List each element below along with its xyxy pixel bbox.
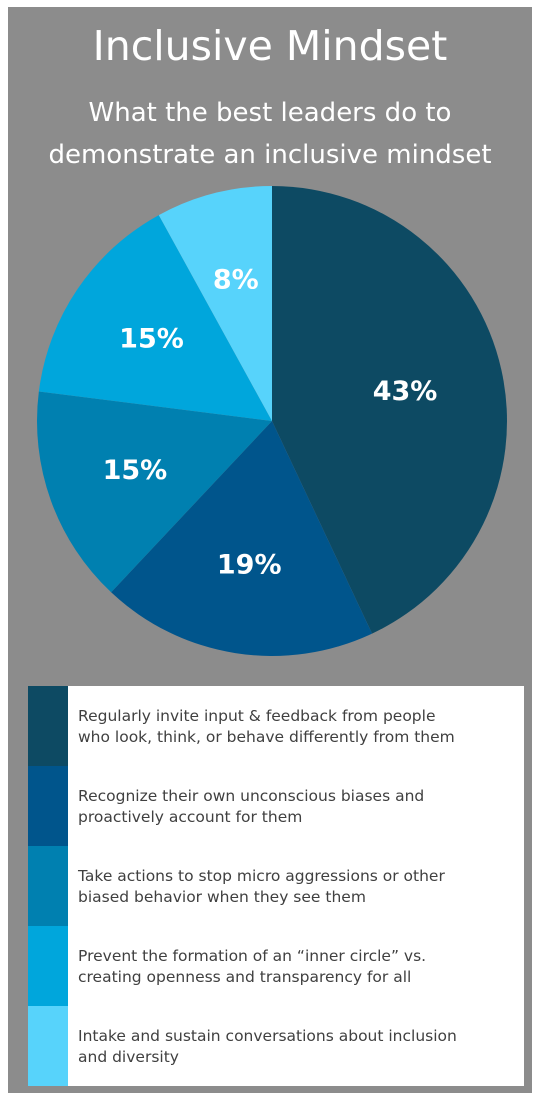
pie-slice (158, 186, 272, 421)
slice-label: 15% (103, 455, 168, 486)
pie-slice (38, 215, 273, 421)
legend-label: Regularly invite input & feedback from p… (78, 706, 518, 748)
legend-label-line: Recognize their own unconscious biases a… (78, 787, 425, 805)
legend-item: Take actions to stop micro aggressions o… (28, 846, 524, 926)
legend-label-line: creating openness and transparency for a… (78, 968, 412, 986)
pie-slice (36, 391, 272, 593)
legend-item: Intake and sustain conversations about i… (28, 1006, 524, 1086)
pie-slice (111, 421, 373, 656)
legend-swatch (28, 1006, 68, 1086)
legend-label-line: Regularly invite input & feedback from p… (78, 707, 436, 725)
legend-label-line: Take actions to stop micro aggressions o… (78, 867, 445, 885)
legend-swatch (28, 766, 68, 846)
slice-label: 8% (213, 264, 259, 295)
subtitle-line-2: demonstrate an inclusive mindset (48, 140, 492, 170)
slice-label: 43% (373, 376, 438, 407)
legend-label: Take actions to stop micro aggressions o… (78, 866, 518, 908)
legend-swatch (28, 926, 68, 1006)
legend-label: Prevent the formation of an “inner circl… (78, 946, 518, 988)
legend-label-line: biased behavior when they see them (78, 888, 366, 906)
legend-label-line: proactively account for them (78, 808, 303, 826)
legend-swatch (28, 846, 68, 926)
slice-label: 15% (119, 324, 184, 355)
legend-item: Prevent the formation of an “inner circl… (28, 926, 524, 1006)
legend-label-line: Intake and sustain conversations about i… (78, 1027, 457, 1045)
legend-item: Regularly invite input & feedback from p… (28, 686, 524, 766)
legend-swatch (28, 686, 68, 766)
legend: Regularly invite input & feedback from p… (28, 686, 524, 1086)
slice-label: 19% (217, 549, 282, 580)
pie-slice (272, 186, 507, 634)
chart-title: Inclusive Mindset (92, 22, 448, 70)
subtitle-line-1: What the best leaders do to (88, 98, 452, 128)
legend-label-line: and diversity (78, 1048, 179, 1066)
pie-chart: 43% 19% 15% 15% 8% (36, 186, 507, 656)
legend-label: Intake and sustain conversations about i… (78, 1026, 518, 1068)
legend-label-line: who look, think, or behave differently f… (78, 728, 455, 746)
legend-label: Recognize their own unconscious biases a… (78, 786, 518, 828)
chart-subtitle: What the best leaders do to demonstrate … (0, 92, 540, 176)
legend-item: Recognize their own unconscious biases a… (28, 766, 524, 846)
legend-label-line: Prevent the formation of an “inner circl… (78, 947, 427, 965)
